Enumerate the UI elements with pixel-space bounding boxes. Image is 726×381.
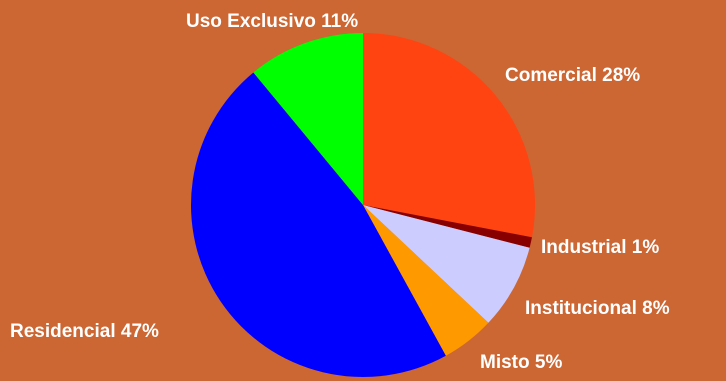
pie-slice-institucional — [363, 205, 530, 323]
slice-label-uso-exclusivo: Uso Exclusivo 11% — [186, 11, 358, 32]
pie-slice-misto — [363, 205, 489, 356]
slice-label-industrial: Industrial 1% — [541, 237, 659, 258]
slice-label-misto: Misto 5% — [480, 352, 562, 373]
pie-slice-industrial — [363, 205, 532, 248]
pie-slice-residencial — [190, 72, 446, 378]
pie-slice-uso-exclusivo — [253, 33, 363, 205]
slice-label-residencial: Residencial 47% — [10, 321, 159, 342]
slice-label-institucional: Institucional 8% — [525, 298, 670, 319]
slice-label-comercial: Comercial 28% — [505, 65, 640, 86]
pie-labels: Comercial 28% Industrial 1% Institucional … — [10, 11, 670, 373]
pie-slice-comercial — [363, 33, 535, 238]
pie-slices — [190, 33, 535, 378]
